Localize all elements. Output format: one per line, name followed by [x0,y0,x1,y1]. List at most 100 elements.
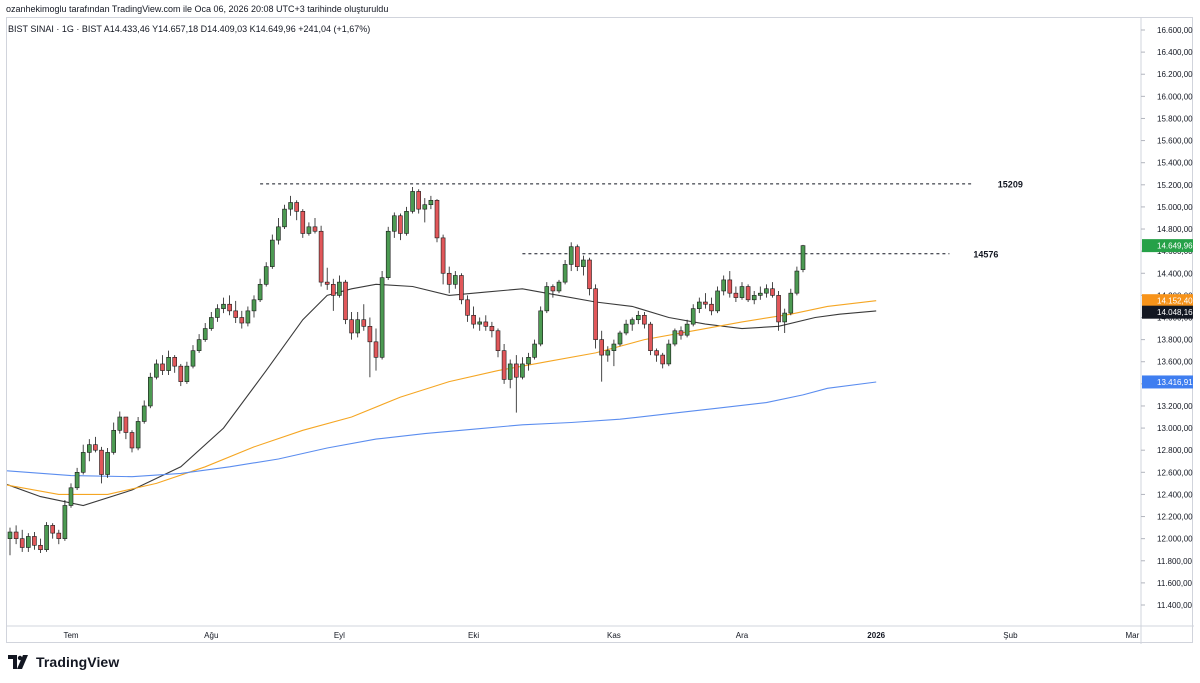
candle-body [13,531,19,539]
candle-body [7,531,13,539]
price-label-bg [1142,305,1193,319]
candle-body [501,350,507,380]
candle-body [574,246,580,267]
candle-body [770,288,775,296]
candle-body [434,199,440,239]
tradingview-logo[interactable]: TradingView [8,654,119,670]
candle-body [288,202,293,210]
y-tick-label: 13.000,00 [1157,424,1193,433]
candle-body [642,314,647,325]
y-tick-label: 16.000,00 [1157,92,1193,101]
candle-body [446,272,452,285]
x-tick-label: Ara [736,631,749,640]
candle-body [721,279,727,292]
candle-body [690,308,696,325]
y-tick-label: 13.200,00 [1157,402,1193,411]
chart-frame[interactable]: 16.600,00 16.400,00 16.200,00 16.000,00 15.8… [6,17,1194,644]
x-tick-label: Ağu [204,631,218,640]
plot-area: 15209 14576 [7,179,1023,556]
candle-body [202,328,208,340]
x-tick-label: Şub [1003,631,1018,640]
y-tick-label: 12.600,00 [1157,468,1193,477]
candle-body [684,323,690,336]
candle-body [391,215,397,232]
candle-body [105,452,110,475]
x-tick-label: Mar [1126,631,1140,640]
candle-body [513,363,519,378]
candle-body [343,281,348,321]
candle-body [38,544,43,551]
candle-body [148,376,153,407]
price-label: 14.649,96 [1157,242,1193,251]
candle-body [178,365,184,382]
candle-body [660,354,666,365]
candle-body [495,330,501,351]
candle-body [465,299,470,316]
candle-body [599,339,605,356]
price-label-bg [1142,294,1193,308]
level-label-14576: 14576 [973,249,998,259]
candle-body [440,237,446,274]
candle-body [379,277,385,358]
y-tick-label: 12.200,00 [1157,513,1193,522]
candle-body [355,319,361,334]
candle-body [349,319,354,334]
candle-body [160,363,165,371]
candle-body [239,317,245,324]
ma_orange-line [7,300,877,495]
ma_blue-line [7,381,877,478]
candle-body [489,326,495,332]
candle-body [99,449,104,475]
price-label: 13.416,91 [1157,378,1193,387]
price-label-bg [1142,375,1193,389]
candle-body [678,330,684,336]
candle-body [788,292,794,314]
candle-body [324,281,330,285]
candle-body [269,239,275,267]
candle-body [245,310,251,324]
candle-body [550,286,556,292]
y-tick-label: 14.800,00 [1157,225,1193,234]
candlestick-chart[interactable]: 16.600,00 16.400,00 16.200,00 16.000,00 15.8… [7,18,1194,644]
candle-body [68,487,74,506]
price-label-bg [1142,239,1193,253]
candle-body [715,290,720,312]
candle-body [154,363,159,378]
y-tick-label: 11.400,00 [1157,601,1193,610]
candle-body [696,301,702,309]
candle-body [263,266,269,285]
level-label-15209: 15209 [998,179,1023,189]
candle-body [507,363,513,380]
candle-body [25,536,31,548]
candle-body [257,284,263,301]
candle-body [141,405,147,422]
candle-body [80,452,86,473]
candle-body [172,357,177,367]
candle-body [538,310,544,345]
x-tick-label: Kas [607,631,621,640]
candle-body [74,472,80,489]
y-tick-label: 12.000,00 [1157,535,1193,544]
candle-body [666,343,672,365]
candle-body [398,215,403,234]
candle-body [764,288,769,294]
candle-body [318,230,324,283]
candle-body [221,303,226,309]
candle-body [123,416,129,433]
candle-body [703,301,708,305]
candle-body [135,421,141,449]
candle-body [452,275,458,285]
candle-body [312,226,318,232]
candle-body [556,281,562,292]
x-tick-label: 2026 [867,631,885,640]
candle-body [520,363,525,378]
candle-body [727,279,733,294]
candle-body [62,505,68,539]
candle-body [794,270,800,294]
candle-body [593,288,598,340]
y-tick-label: 13.800,00 [1157,336,1193,345]
x-tick-label: Tem [63,631,78,640]
candle-body [166,357,171,371]
candle-body [50,525,56,534]
candle-body [87,444,92,453]
